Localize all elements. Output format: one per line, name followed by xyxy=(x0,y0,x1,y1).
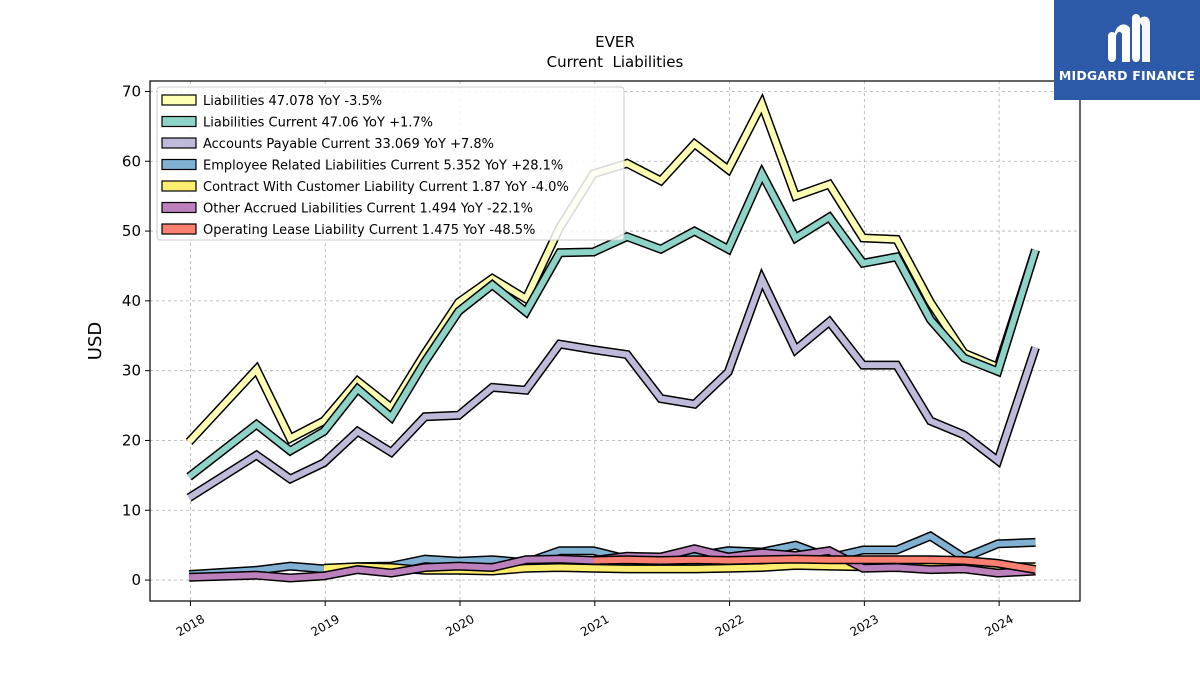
x-tick-label: 2019 xyxy=(308,612,341,639)
midgard-m-logo-icon xyxy=(1108,14,1150,62)
series-0 xyxy=(185,92,1040,445)
legend: Liabilities 47.078 YoY -3.5% Liabilities … xyxy=(156,86,625,241)
legend-label: Accounts Payable Current 33.069 YoY +7.8… xyxy=(203,137,494,152)
y-tick-label: 20 xyxy=(122,431,141,449)
legend-swatch xyxy=(161,180,197,192)
legend-item: Liabilities 47.078 YoY -3.5% xyxy=(161,94,382,109)
series-line xyxy=(593,556,1036,573)
x-tick-label: 2022 xyxy=(713,612,746,639)
x-tick-label: 2024 xyxy=(982,612,1015,639)
legend-item: Liabilities Current 47.06 YoY +1.7% xyxy=(161,115,433,131)
y-tick-label: 40 xyxy=(122,292,141,310)
legend-item: Operating Lease Liability Current 1.475 … xyxy=(161,223,535,238)
legend-box xyxy=(156,86,625,241)
y-axis-label: USD xyxy=(85,322,106,360)
plot-frame xyxy=(149,80,1081,602)
legend-item: Other Accrued Liabilities Current 1.494 … xyxy=(161,201,533,217)
y-tick-label: 10 xyxy=(122,501,141,519)
y-tick-label: 70 xyxy=(122,82,141,100)
y-tick-label: 0 xyxy=(131,571,141,589)
series-line xyxy=(187,271,1039,501)
legend-swatch xyxy=(161,137,197,149)
legend-item: Employee Related Liabilities Current 5.3… xyxy=(161,158,563,174)
series-2 xyxy=(186,267,1040,502)
chart-title: EVER xyxy=(595,33,635,51)
series-line xyxy=(186,96,1039,444)
x-tick-label: 2020 xyxy=(443,612,476,639)
legend-swatch xyxy=(161,223,197,235)
legend-label: Liabilities Current 47.06 YoY +1.7% xyxy=(203,116,433,131)
x-tick-label: 2023 xyxy=(848,612,881,639)
brand-logo: MIDGARD FINANCE xyxy=(1054,0,1200,100)
series-6 xyxy=(593,554,1037,575)
y-tick-label: 50 xyxy=(122,222,141,240)
series-line xyxy=(187,166,1039,480)
legend-label: Contract With Customer Liability Current… xyxy=(203,180,569,195)
legend-item: Contract With Customer Liability Current… xyxy=(161,180,569,195)
legend-label: Employee Related Liabilities Current 5.3… xyxy=(203,159,563,174)
legend-swatch xyxy=(161,115,197,128)
series-1 xyxy=(186,163,1040,481)
legend-swatch xyxy=(161,158,197,171)
x-tick-label: 2021 xyxy=(578,612,611,639)
chart-subtitle: Current Liabilities xyxy=(547,53,684,71)
x-tick-label: 2018 xyxy=(174,612,207,639)
series-layer xyxy=(185,92,1040,583)
legend-swatch xyxy=(161,201,197,214)
legend-label: Other Accrued Liabilities Current 1.494 … xyxy=(203,202,533,217)
brand-name: MIDGARD FINANCE xyxy=(1058,68,1196,83)
legend-label: Operating Lease Liability Current 1.475 … xyxy=(203,223,535,238)
legend-swatch xyxy=(161,94,197,106)
y-tick-label: 30 xyxy=(122,362,141,380)
y-tick-label: 60 xyxy=(122,152,141,170)
legend-label: Liabilities 47.078 YoY -3.5% xyxy=(203,94,382,109)
legend-item: Accounts Payable Current 33.069 YoY +7.8… xyxy=(161,137,494,152)
